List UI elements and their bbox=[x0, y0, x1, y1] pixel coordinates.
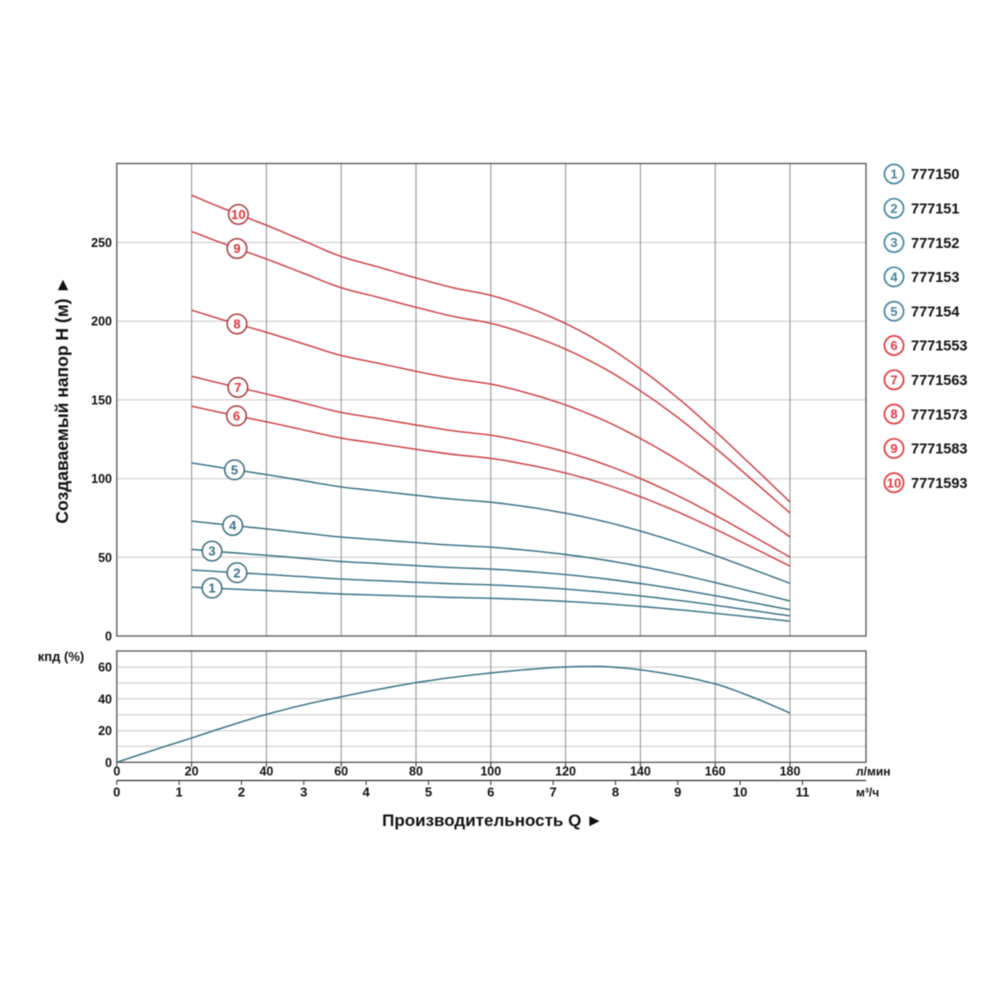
svg-text:777153: 777153 bbox=[911, 270, 959, 286]
svg-text:100: 100 bbox=[91, 472, 112, 486]
svg-text:5: 5 bbox=[890, 304, 897, 319]
svg-text:3: 3 bbox=[208, 544, 215, 559]
svg-text:60: 60 bbox=[98, 661, 112, 675]
svg-text:250: 250 bbox=[91, 236, 112, 250]
svg-text:7771583: 7771583 bbox=[911, 442, 967, 458]
svg-text:20: 20 bbox=[98, 724, 112, 738]
svg-text:3: 3 bbox=[890, 235, 897, 250]
svg-text:0: 0 bbox=[113, 785, 120, 800]
svg-text:9: 9 bbox=[890, 441, 897, 456]
svg-text:4: 4 bbox=[890, 270, 898, 285]
svg-text:7771563: 7771563 bbox=[911, 373, 967, 389]
svg-text:2: 2 bbox=[238, 785, 245, 800]
svg-text:10: 10 bbox=[231, 207, 245, 222]
svg-text:8: 8 bbox=[890, 407, 897, 422]
svg-text:л/мин: л/мин bbox=[856, 765, 890, 779]
svg-text:100: 100 bbox=[480, 765, 501, 779]
svg-text:9: 9 bbox=[233, 241, 240, 256]
svg-text:8: 8 bbox=[612, 785, 619, 800]
svg-text:6: 6 bbox=[890, 338, 897, 353]
svg-text:777154: 777154 bbox=[911, 304, 959, 320]
svg-text:200: 200 bbox=[91, 315, 112, 329]
svg-text:777151: 777151 bbox=[911, 202, 959, 218]
svg-text:6: 6 bbox=[233, 408, 240, 423]
svg-text:140: 140 bbox=[630, 765, 651, 779]
svg-text:м³/ч: м³/ч bbox=[856, 786, 879, 800]
svg-text:10: 10 bbox=[887, 475, 901, 490]
svg-text:Создаваемый напор H (м) ►: Создаваемый напор H (м) ► bbox=[52, 276, 72, 523]
svg-text:6: 6 bbox=[487, 785, 494, 800]
svg-text:2: 2 bbox=[233, 565, 240, 580]
svg-text:0: 0 bbox=[105, 630, 112, 644]
svg-text:кпд (%): кпд (%) bbox=[38, 649, 84, 664]
svg-text:1: 1 bbox=[175, 785, 182, 800]
svg-text:5: 5 bbox=[425, 785, 432, 800]
svg-text:8: 8 bbox=[233, 317, 240, 332]
svg-text:1: 1 bbox=[890, 167, 897, 182]
svg-text:40: 40 bbox=[98, 692, 112, 706]
svg-text:4: 4 bbox=[362, 785, 370, 800]
svg-text:60: 60 bbox=[334, 765, 348, 779]
svg-text:0: 0 bbox=[113, 765, 120, 779]
svg-text:777150: 777150 bbox=[911, 167, 959, 183]
svg-text:0: 0 bbox=[105, 756, 112, 770]
svg-text:7771553: 7771553 bbox=[911, 339, 967, 355]
svg-text:160: 160 bbox=[705, 765, 726, 779]
svg-text:7: 7 bbox=[234, 380, 241, 395]
svg-text:1: 1 bbox=[208, 581, 215, 596]
svg-text:10: 10 bbox=[733, 785, 747, 800]
svg-text:20: 20 bbox=[185, 765, 199, 779]
svg-text:7: 7 bbox=[890, 372, 897, 387]
svg-text:Производительность Q ►: Производительность Q ► bbox=[382, 811, 603, 830]
svg-text:777152: 777152 bbox=[911, 236, 959, 252]
svg-text:180: 180 bbox=[780, 765, 801, 779]
svg-text:150: 150 bbox=[91, 393, 112, 407]
svg-text:7771593: 7771593 bbox=[911, 476, 967, 492]
svg-text:3: 3 bbox=[300, 785, 307, 800]
svg-text:80: 80 bbox=[409, 765, 423, 779]
svg-text:7: 7 bbox=[549, 785, 556, 800]
svg-text:2: 2 bbox=[890, 201, 897, 216]
svg-text:9: 9 bbox=[674, 785, 681, 800]
svg-text:50: 50 bbox=[98, 551, 112, 565]
svg-text:7771573: 7771573 bbox=[911, 407, 967, 423]
svg-text:40: 40 bbox=[259, 765, 273, 779]
svg-text:4: 4 bbox=[229, 518, 237, 533]
svg-text:120: 120 bbox=[555, 765, 576, 779]
svg-text:5: 5 bbox=[231, 462, 238, 477]
svg-text:11: 11 bbox=[796, 785, 810, 800]
